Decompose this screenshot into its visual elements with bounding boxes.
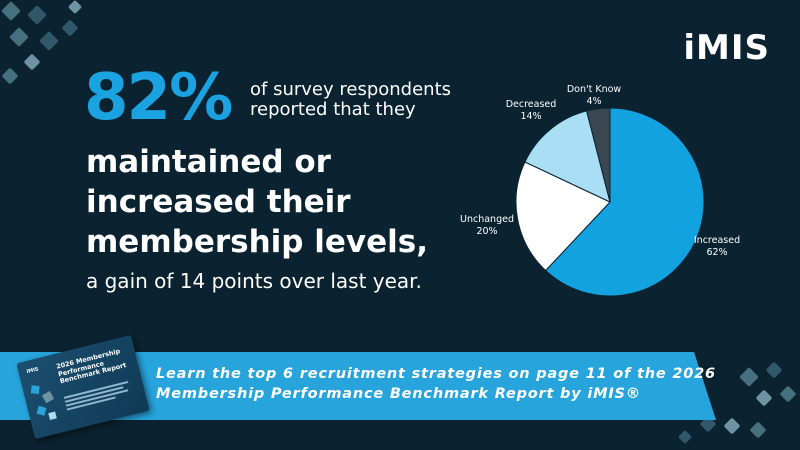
headline: maintained or increased their membership…: [86, 144, 428, 260]
pie-value-decreased: 14%: [520, 111, 541, 122]
cta-banner-shape: [0, 352, 716, 420]
pie-value-don-t-know: 4%: [586, 96, 601, 107]
stat-percentage: 82%: [84, 61, 233, 135]
imis-logo: iMIS: [683, 28, 770, 68]
pie-value-unchanged: 20%: [476, 226, 497, 237]
pie-slice-increased: [544, 107, 705, 297]
pie-slice-don-t-know: [586, 107, 611, 203]
cta-banner: [0, 352, 716, 420]
pie-slice-unchanged: [515, 161, 611, 272]
pie-label-increased: Increased: [694, 235, 740, 246]
pie-label-don-t-know: Don't Know: [567, 84, 622, 95]
stat-lead-text: of survey respondents reported that they: [250, 79, 452, 120]
report-cover-art: [30, 385, 57, 420]
report-cover-title: 2026 Membership Performance Benchmark Re…: [55, 347, 128, 386]
report-cover-brand: iMIS: [26, 366, 40, 376]
pie-label-unchanged: Unchanged: [460, 214, 514, 225]
pie-slice-decreased: [524, 110, 611, 203]
pie-value-increased: 62%: [706, 247, 727, 258]
cta-banner-text: Learn the top 6 recruitment strategies o…: [156, 366, 716, 402]
pie-label-decreased: Decreased: [506, 99, 557, 110]
subline: a gain of 14 points over last year.: [86, 269, 422, 293]
report-cover-image: iMIS 2026 Membership Performance Benchma…: [16, 334, 150, 440]
